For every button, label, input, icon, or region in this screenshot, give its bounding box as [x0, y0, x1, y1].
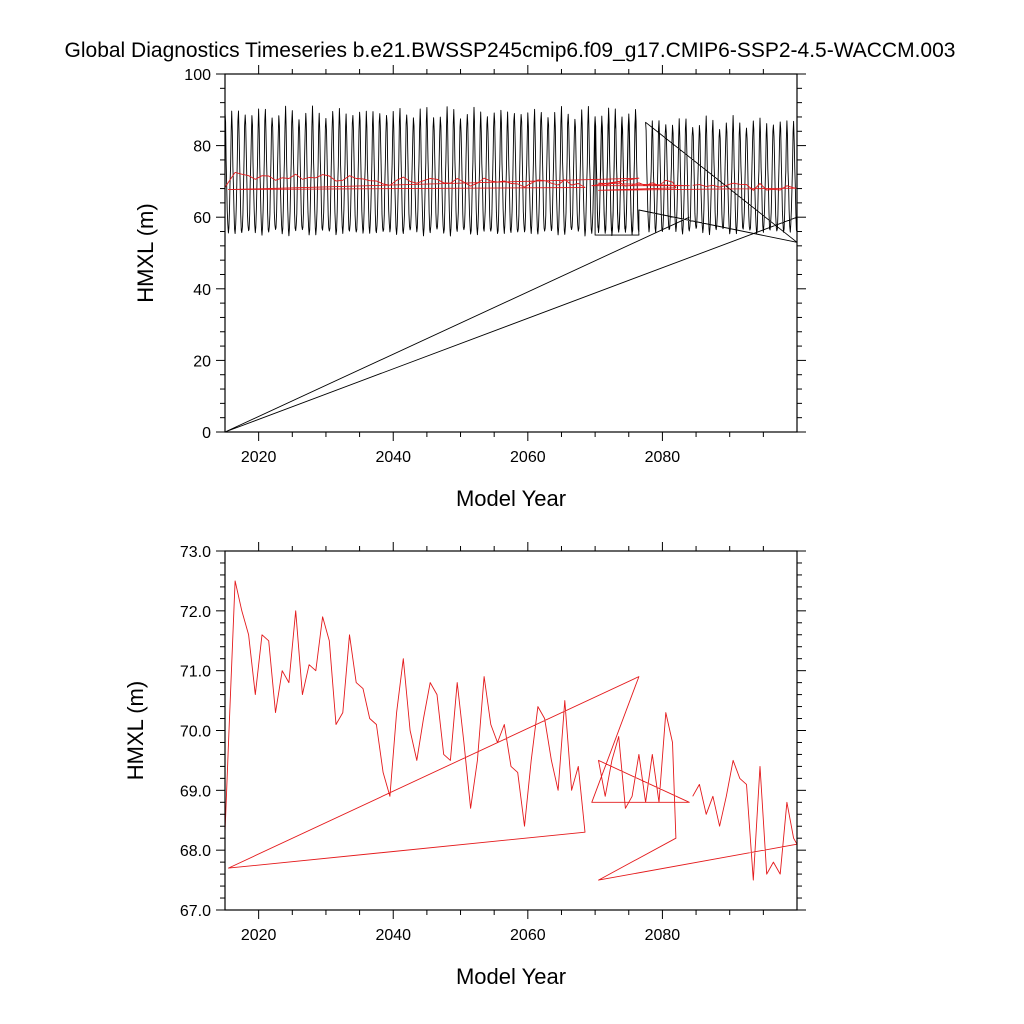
- y-tick-label: 60: [193, 210, 211, 227]
- bottom-panel-y-axis-label: HMXL (m): [123, 681, 148, 780]
- top-panel-y-axis-label: HMXL (m): [133, 203, 158, 302]
- y-tick-label: 73.0: [180, 544, 211, 561]
- x-tick-label: 2020: [241, 449, 277, 466]
- x-tick-label: 2080: [645, 449, 681, 466]
- y-tick-label: 70.0: [180, 724, 211, 741]
- bottom-panel: 2020 2040 2060 2080 67.0 68.0 69.0 70.0 71.0 72.0…: [123, 542, 806, 989]
- bottom-panel-frame: [224, 550, 798, 911]
- x-tick-label: 2040: [375, 449, 411, 466]
- top-panel-x-axis-label: Model Year: [456, 486, 566, 511]
- y-tick-label: 69.0: [180, 783, 211, 800]
- y-tick-label: 71.0: [180, 664, 211, 681]
- y-tick-label: 40: [193, 282, 211, 299]
- bottom-panel-x-axis-label: Model Year: [456, 964, 566, 989]
- y-tick-label: 20: [193, 353, 211, 370]
- bottom-panel-series: [224, 580, 798, 881]
- x-tick-label: 2060: [510, 449, 546, 466]
- bottom-panel-ticks: 2020 2040 2060 2080 67.0 68.0 69.0 70.0 71.0 72.0…: [180, 542, 806, 944]
- y-tick-label: 67.0: [180, 903, 211, 920]
- x-tick-label: 2040: [375, 927, 411, 944]
- series-line: [224, 171, 798, 191]
- y-tick-label: 0: [202, 425, 211, 442]
- series-line: [224, 580, 798, 881]
- top-panel-series: [224, 105, 798, 433]
- chart-title: Global Diagnostics Timeseries b.e21.BWSS…: [65, 39, 956, 62]
- x-tick-label: 2020: [241, 927, 277, 944]
- y-tick-label: 80: [193, 139, 211, 156]
- x-tick-label: 2060: [510, 927, 546, 944]
- top-panel-frame: [224, 73, 798, 433]
- y-tick-label: 72.0: [180, 604, 211, 621]
- y-tick-label: 100: [184, 67, 211, 84]
- series-line: [224, 105, 798, 433]
- x-tick-label: 2080: [645, 927, 681, 944]
- y-tick-label: 68.0: [180, 843, 211, 860]
